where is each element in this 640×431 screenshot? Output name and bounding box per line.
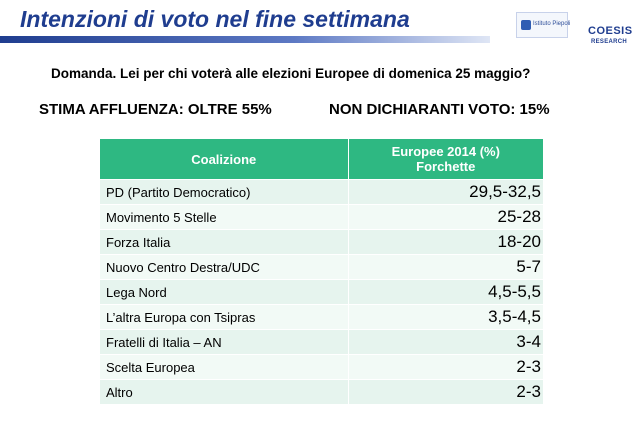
table-row: Altro 2-3 — [100, 379, 543, 404]
table-header-row: Coalizione Europee 2014 (%) Forchette — [100, 139, 543, 180]
table-row: Movimento 5 Stelle 25-28 — [100, 204, 543, 230]
piepoli-logo: Istituto Piepoli — [516, 12, 571, 38]
party-name: Forza Italia — [100, 229, 349, 255]
vote-range: 25-28 — [348, 204, 543, 230]
table-row: Fratelli di Italia – AN 3-4 — [100, 329, 543, 355]
piepoli-logo-text: Istituto Piepoli — [533, 21, 571, 27]
table-row: PD (Partito Democratico) 29,5-32,5 — [100, 179, 543, 205]
vote-range: 3,5-4,5 — [348, 304, 543, 330]
party-name: Fratelli di Italia – AN — [100, 329, 349, 355]
vote-range: 5-7 — [348, 254, 543, 280]
vote-range: 2-3 — [348, 379, 543, 404]
vote-range: 29,5-32,5 — [348, 179, 543, 205]
party-name: Nuovo Centro Destra/UDC — [100, 254, 349, 280]
title-underline-bar — [0, 36, 490, 43]
vote-range: 4,5-5,5 — [348, 279, 543, 305]
party-name: L’altra Europa con Tsipras — [100, 304, 349, 330]
party-name: Movimento 5 Stelle — [100, 204, 349, 230]
page-title: Intenzioni di voto nel fine settimana — [20, 6, 410, 32]
party-name: Scelta Europea — [100, 354, 349, 380]
piepoli-logo-mark — [521, 20, 531, 30]
table-row: L’altra Europa con Tsipras 3,5-4,5 — [100, 304, 543, 330]
party-name: Lega Nord — [100, 279, 349, 305]
header-coalizione: Coalizione — [100, 139, 349, 180]
table-row: Nuovo Centro Destra/UDC 5-7 — [100, 254, 543, 280]
survey-question: Domanda. Lei per chi voterà alle elezion… — [51, 66, 531, 81]
party-name: Altro — [100, 379, 349, 404]
turnout-estimate: STIMA AFFLUENZA: OLTRE 55% — [39, 101, 272, 118]
table-row: Scelta Europea 2-3 — [100, 354, 543, 380]
coesis-logo-line2: RESEARCH — [590, 39, 628, 45]
vote-range: 2-3 — [348, 354, 543, 380]
header-europee-line1: Europee 2014 (%) — [391, 144, 500, 159]
header-europee-line2: Forchette — [416, 159, 476, 174]
table-row: Lega Nord 4,5-5,5 — [100, 279, 543, 305]
results-table: Coalizione Europee 2014 (%) Forchette PD… — [100, 139, 543, 404]
table-row: Forza Italia 18-20 — [100, 229, 543, 255]
coesis-logo-line1: COESIS — [588, 25, 633, 37]
vote-range: 18-20 — [348, 229, 543, 255]
undeclared-vote: NON DICHIARANTI VOTO: 15% — [329, 101, 550, 118]
vote-range: 3-4 — [348, 329, 543, 355]
party-name: PD (Partito Democratico) — [100, 179, 349, 205]
header-europee: Europee 2014 (%) Forchette — [348, 139, 543, 180]
coesis-logo: COESIS RESEARCH — [588, 25, 633, 50]
